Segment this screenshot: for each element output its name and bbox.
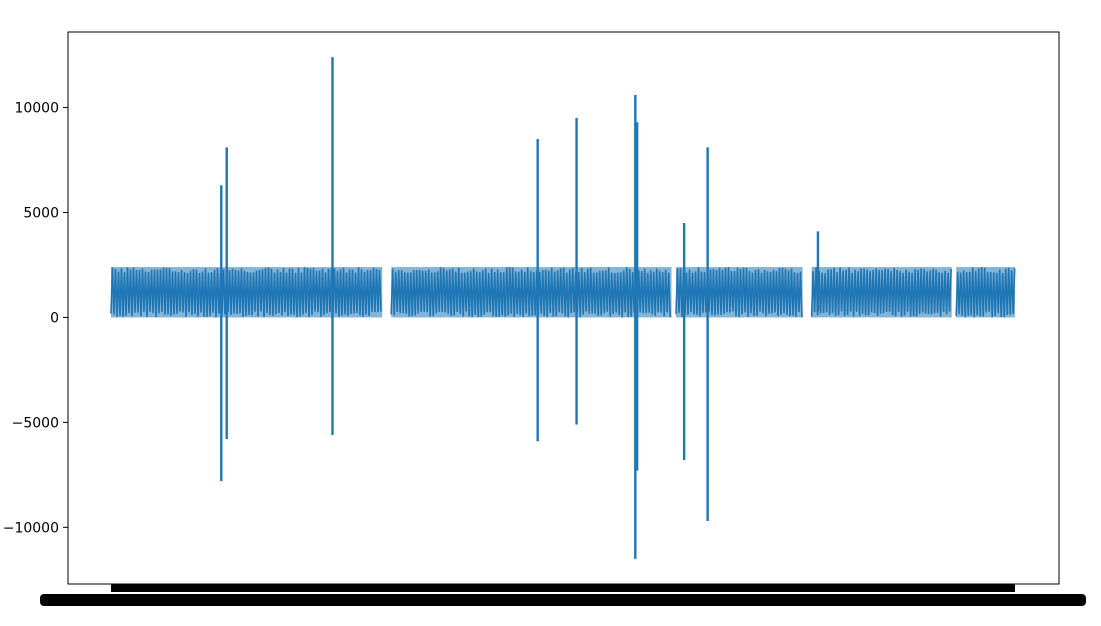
series-band <box>391 267 672 318</box>
y-tick-label: 5000 <box>23 206 59 222</box>
y-tick-label: −10000 <box>3 520 59 536</box>
y-tick-label: −5000 <box>12 415 59 431</box>
series-band <box>956 267 1015 318</box>
series-band <box>811 267 952 318</box>
series-band <box>676 267 803 318</box>
x-tick-marks-dense <box>111 584 1015 592</box>
y-axis: 10000 5000 0 −5000 −10000 <box>3 101 68 536</box>
y-tick-label: 10000 <box>14 101 59 117</box>
series-band <box>111 267 383 318</box>
x-tick-labels-overlapped <box>40 594 1086 606</box>
y-tick-label: 0 <box>50 310 59 326</box>
series-group <box>110 57 1016 559</box>
x-axis-tick-labels <box>40 584 1086 606</box>
